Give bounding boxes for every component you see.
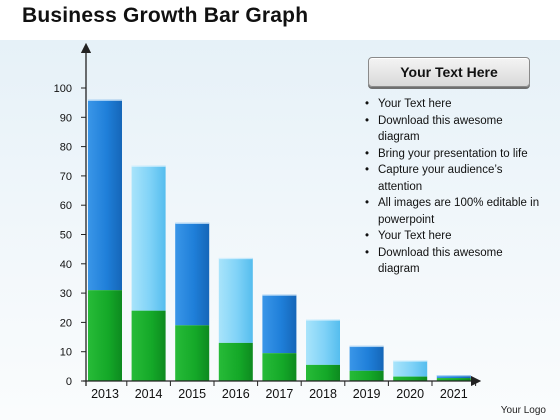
y-tick-label: 60	[60, 200, 72, 212]
bar-top-highlight	[393, 360, 428, 362]
x-tick-label: 2015	[178, 387, 206, 401]
bar-segment-blue	[349, 345, 384, 371]
bullet-text: Bring your presentation to life	[378, 147, 528, 160]
y-tick-label: 70	[60, 171, 72, 183]
x-tick-label: 2014	[135, 387, 163, 401]
bar-top-highlight	[436, 375, 471, 377]
bar-segment-blue	[218, 257, 253, 343]
bar-segment-blue	[175, 222, 210, 326]
bullet-dot-icon: •	[365, 246, 370, 259]
bar-top-highlight	[262, 294, 297, 296]
x-tick-label: 2021	[440, 387, 468, 401]
page-title: Business Growth Bar Graph	[22, 4, 309, 27]
callout-label: Your Text Here	[400, 64, 498, 80]
bullet-dot-icon: •	[365, 147, 370, 160]
bar-segment-green	[175, 325, 210, 381]
bullet-dot-icon: •	[365, 98, 370, 110]
bullet-item: • Capture your audience’s attention	[364, 162, 544, 195]
bullet-item: • Your Text here	[364, 96, 544, 113]
text-callout-box: Your Text Here	[368, 57, 530, 87]
bar-segment-green	[393, 376, 428, 381]
y-tick-label: 20	[60, 317, 72, 329]
x-tick-label: 2020	[396, 387, 424, 401]
bullet-text: Download this awesome diagram	[378, 246, 503, 276]
bar-segment-green	[306, 364, 340, 381]
bar-segment-green	[262, 353, 297, 381]
y-tick-label: 90	[60, 112, 72, 124]
y-tick-label: 10	[60, 347, 72, 359]
bullet-dot-icon: •	[365, 197, 370, 209]
bar-top-highlight	[175, 222, 210, 224]
bullet-dot-icon: •	[365, 164, 370, 176]
y-tick-label: 30	[60, 288, 72, 300]
bullet-text: Your Text here	[378, 98, 452, 110]
bar-segment-green	[88, 290, 122, 381]
bar-segment-green	[349, 370, 384, 381]
bullet-item: • Bring your presentation to life	[364, 146, 544, 163]
x-tick-label: 2017	[265, 387, 293, 401]
bar-top-highlight	[218, 257, 253, 260]
bar-segment-blue	[306, 319, 340, 365]
logo-text: Your Logo	[500, 405, 546, 416]
bullet-item: • Download this awesome diagram	[364, 113, 544, 146]
bar-segment-blue	[88, 99, 122, 291]
bullet-item: • Download this awesome diagram	[364, 245, 544, 278]
y-tick-label: 100	[54, 83, 72, 95]
bullet-text: Capture your audience’s attention	[378, 164, 503, 193]
bar-segment-green	[436, 378, 471, 381]
y-tick-label: 50	[60, 230, 72, 242]
bar-segment-blue	[262, 294, 297, 354]
x-tick-label: 2013	[91, 387, 119, 401]
bullet-text: Download this awesome diagram	[378, 114, 503, 144]
bullet-text: All images are 100% editable in powerpoi…	[378, 197, 540, 226]
bar-top-highlight	[306, 319, 340, 321]
bar-segment-green	[131, 310, 166, 381]
bar-top-highlight	[131, 165, 166, 167]
bar-segment-blue	[436, 375, 471, 379]
bullet-text: Your Text here	[378, 230, 452, 242]
y-tick-label: 80	[60, 142, 72, 154]
bullet-dot-icon: •	[365, 114, 370, 127]
x-tick-label: 2016	[222, 387, 250, 401]
bar-segment-green	[218, 342, 253, 381]
bullet-item: • All images are 100% editable in powerpo…	[364, 195, 544, 228]
bar-top-highlight	[88, 99, 122, 101]
y-tick-label: 0	[66, 376, 72, 388]
bullet-list: • Your Text here • Download this awesome d…	[364, 96, 544, 278]
bar-segment-blue	[131, 165, 166, 311]
bullet-dot-icon: •	[365, 230, 370, 242]
x-tick-label: 2018	[309, 387, 337, 401]
y-tick-label: 40	[60, 259, 72, 271]
bar-segment-blue	[393, 360, 428, 377]
bar-top-highlight	[349, 345, 384, 348]
bullet-item: • Your Text here	[364, 228, 544, 245]
x-tick-label: 2019	[353, 387, 381, 401]
